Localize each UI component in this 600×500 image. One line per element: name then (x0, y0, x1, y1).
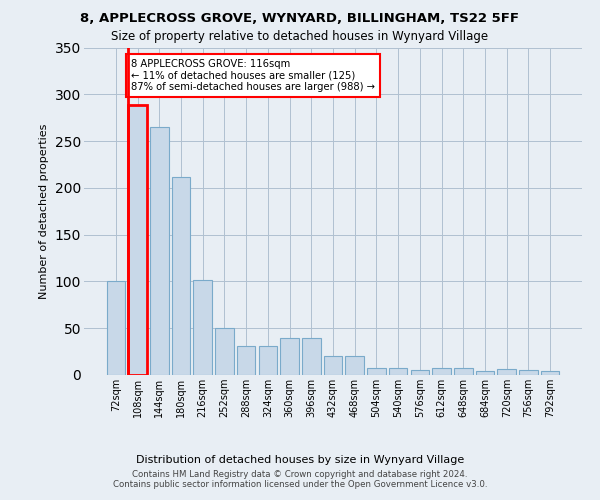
Bar (433, 368, 451, 375)
Bar (324, 356, 342, 375)
Bar (346, 356, 364, 375)
Bar (237, 346, 256, 375)
Bar (541, 372, 559, 375)
Bar (497, 370, 516, 375)
Bar (367, 368, 386, 375)
Bar (128, 104, 147, 375)
Text: Size of property relative to detached houses in Wynyard Village: Size of property relative to detached ho… (112, 30, 488, 43)
Bar (476, 372, 494, 375)
Bar (259, 346, 277, 375)
Text: Contains HM Land Registry data © Crown copyright and database right 2024.
Contai: Contains HM Land Registry data © Crown c… (113, 470, 487, 489)
Bar (302, 338, 320, 375)
Y-axis label: Number of detached properties: Number of detached properties (39, 124, 49, 299)
Bar (519, 370, 538, 375)
Bar (389, 368, 407, 375)
Text: Distribution of detached houses by size in Wynyard Village: Distribution of detached houses by size … (136, 455, 464, 465)
Bar (172, 176, 190, 375)
Bar (454, 368, 473, 375)
Bar (410, 370, 429, 375)
Bar (150, 127, 169, 375)
Text: 8 APPLECROSS GROVE: 116sqm
← 11% of detached houses are smaller (125)
87% of sem: 8 APPLECROSS GROVE: 116sqm ← 11% of deta… (131, 58, 375, 92)
Text: 8, APPLECROSS GROVE, WYNYARD, BILLINGHAM, TS22 5FF: 8, APPLECROSS GROVE, WYNYARD, BILLINGHAM… (80, 12, 520, 26)
Bar (215, 328, 233, 375)
Bar (107, 282, 125, 375)
Bar (280, 338, 299, 375)
Bar (193, 280, 212, 375)
